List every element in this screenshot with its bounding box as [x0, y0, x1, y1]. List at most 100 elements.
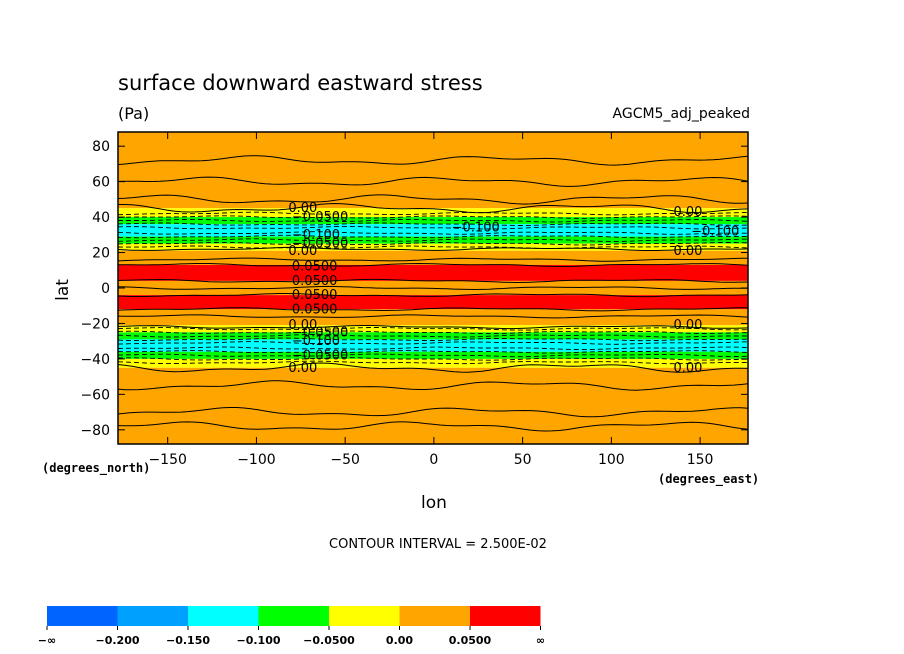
- solid-contour-1: [117, 176, 749, 187]
- y-tick-label-4: 0: [101, 281, 110, 297]
- contour-band-16: [118, 367, 748, 444]
- contour-label-7: 0.0500: [292, 288, 338, 303]
- contour-band-5: [118, 243, 748, 251]
- contour-label-10: −0.0500: [292, 325, 348, 340]
- contour-label-2: −0.100: [292, 228, 340, 243]
- contour-band-1: [118, 208, 748, 218]
- dashed-contour-3: [117, 222, 749, 226]
- contour-label-5: 0.0500: [292, 260, 338, 275]
- solid-contour-16: [117, 421, 749, 432]
- contour-label-6: 0.0500: [292, 274, 338, 289]
- y-tick-label-1: 60: [92, 175, 110, 191]
- solid-contour-13: [117, 362, 749, 373]
- solid-contour-7: [117, 278, 749, 284]
- contour-band-9: [118, 295, 748, 310]
- solid-contour-5: [117, 257, 749, 262]
- dashed-contour-18: [117, 357, 749, 361]
- legend-label-6: 0.0500: [449, 634, 492, 647]
- dashed-contour-7: [117, 238, 749, 242]
- dashed-contour-2: [118, 218, 749, 223]
- legend-swatch-3: [258, 606, 329, 626]
- dashed-contour-12: [117, 334, 748, 338]
- contour-label-4: 0.00: [288, 244, 317, 259]
- solid-contour-8: [117, 285, 748, 291]
- contour-label-14: −0.100: [452, 221, 500, 236]
- dashed-contour-10: [117, 327, 749, 331]
- legend-label-0: −∞: [38, 634, 56, 647]
- dashed-contour-16: [117, 350, 749, 354]
- y-tick-label-5: −20: [80, 316, 110, 332]
- dashed-contour-8: [117, 241, 749, 246]
- dashed-contour-4: [117, 225, 749, 230]
- contour-label-15: 0.00: [673, 205, 702, 220]
- legend-swatch-6: [470, 606, 541, 626]
- solid-contour-11: [117, 314, 749, 319]
- contour-label-19: 0.00: [673, 361, 702, 376]
- solid-contour-6: [118, 262, 749, 267]
- contour-label-13: 0.00: [288, 361, 317, 376]
- y-tick-label-0: 80: [92, 139, 110, 155]
- contour-band-6: [118, 250, 748, 265]
- solid-contour-10: [117, 307, 748, 312]
- x-tick-label-5: 100: [598, 452, 625, 468]
- contour-label-0: 0.00: [288, 201, 317, 216]
- contour-label-11: −0.100: [292, 334, 340, 349]
- x-axis-label: lon: [421, 493, 447, 513]
- chart-units: (Pa): [118, 104, 149, 123]
- y-tick-label-3: 20: [92, 246, 110, 262]
- contour-band-12: [118, 332, 748, 340]
- x-tick-label-4: 50: [514, 452, 532, 468]
- contour-band-7: [118, 264, 748, 281]
- solid-contour-9: [117, 293, 749, 298]
- solid-contour-12: [117, 325, 749, 330]
- x-tick-label-3: 0: [429, 452, 438, 468]
- dashed-contour-14: [117, 341, 749, 345]
- contour-lines: [117, 155, 749, 432]
- legend-label-1: −0.200: [95, 634, 139, 647]
- solid-contour-15: [117, 407, 749, 418]
- x-tick-label-6: 150: [687, 452, 714, 468]
- dashed-contour-1: [117, 215, 749, 219]
- legend-label-3: −0.100: [236, 634, 280, 647]
- dashed-contour-19: [117, 360, 748, 365]
- contour-label-16: −0.100: [691, 224, 739, 239]
- contour-label-17: 0.00: [673, 244, 702, 259]
- solid-contour-4: [117, 246, 749, 251]
- legend-label-2: −0.150: [166, 634, 210, 647]
- solid-contour-3: [118, 202, 749, 214]
- legend-label-5: 0.00: [386, 634, 413, 647]
- y-tick-label-6: −40: [80, 352, 110, 368]
- dashed-contour-17: [117, 353, 749, 358]
- legend-label-4: −0.0500: [303, 634, 355, 647]
- contour-labels: 0.00−0.0500−0.100−0.05000.000.05000.0500…: [288, 201, 739, 376]
- solid-contour-2: [117, 194, 749, 205]
- dashed-contour-5: [117, 231, 748, 235]
- legend-swatch-0: [47, 606, 118, 626]
- contour-band-2: [118, 217, 748, 225]
- y-axis-ticks: 80 60 40 20 0 −20 −40 −60 −80: [80, 139, 748, 439]
- contour-label-8: 0.0500: [292, 302, 338, 317]
- contour-label-12: −0.0500: [292, 348, 348, 363]
- dashed-contour-9: [117, 245, 749, 250]
- contour-label-9: 0.00: [288, 318, 317, 333]
- plot-area: 0.00−0.0500−0.100−0.05000.000.05000.0500…: [80, 131, 749, 468]
- chart-title: surface downward eastward stress: [118, 71, 483, 95]
- x-units-label: (degrees_east): [658, 472, 759, 487]
- x-tick-label-0: −150: [148, 452, 186, 468]
- dashed-contour-13: [117, 337, 749, 342]
- dashed-contour-15: [117, 346, 749, 351]
- contour-band-10: [118, 309, 748, 326]
- legend-swatch-2: [188, 606, 259, 626]
- color-legend: −∞ −0.200 −0.150 −0.100 −0.0500 0.00 0.0500 ∞: [38, 606, 545, 647]
- contour-band-13: [118, 339, 748, 352]
- contour-label-3: −0.0500: [292, 237, 348, 252]
- contour-label-1: −0.0500: [292, 210, 348, 225]
- contour-band-0: [118, 132, 748, 209]
- legend-swatch-4: [329, 606, 400, 626]
- dashed-contour-6: [117, 234, 749, 239]
- y-axis-label: lat: [53, 279, 73, 301]
- y-tick-label-2: 40: [92, 210, 110, 226]
- dashed-contour-11: [117, 330, 749, 335]
- solid-contour-0: [117, 155, 749, 166]
